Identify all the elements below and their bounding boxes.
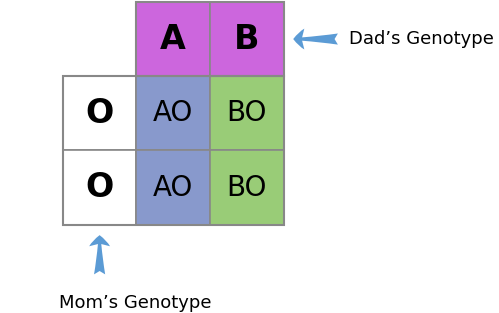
Bar [136,151,210,225]
Text: AO: AO [153,99,194,127]
Text: Mom’s Genotype: Mom’s Genotype [58,294,211,312]
Text: Dad’s Genotype: Dad’s Genotype [349,30,494,48]
Bar [136,2,210,76]
Text: A: A [160,23,186,55]
Bar [210,2,284,76]
Text: BO: BO [227,99,267,127]
Bar [210,151,284,225]
Text: BO: BO [227,174,267,202]
Bar [63,76,284,225]
Bar [63,151,136,225]
Bar [63,76,136,151]
Bar [136,2,284,76]
Text: O: O [85,97,114,130]
Bar [210,76,284,151]
Text: B: B [234,23,259,55]
Text: AO: AO [153,174,194,202]
Bar [136,76,210,151]
Text: O: O [85,171,114,204]
